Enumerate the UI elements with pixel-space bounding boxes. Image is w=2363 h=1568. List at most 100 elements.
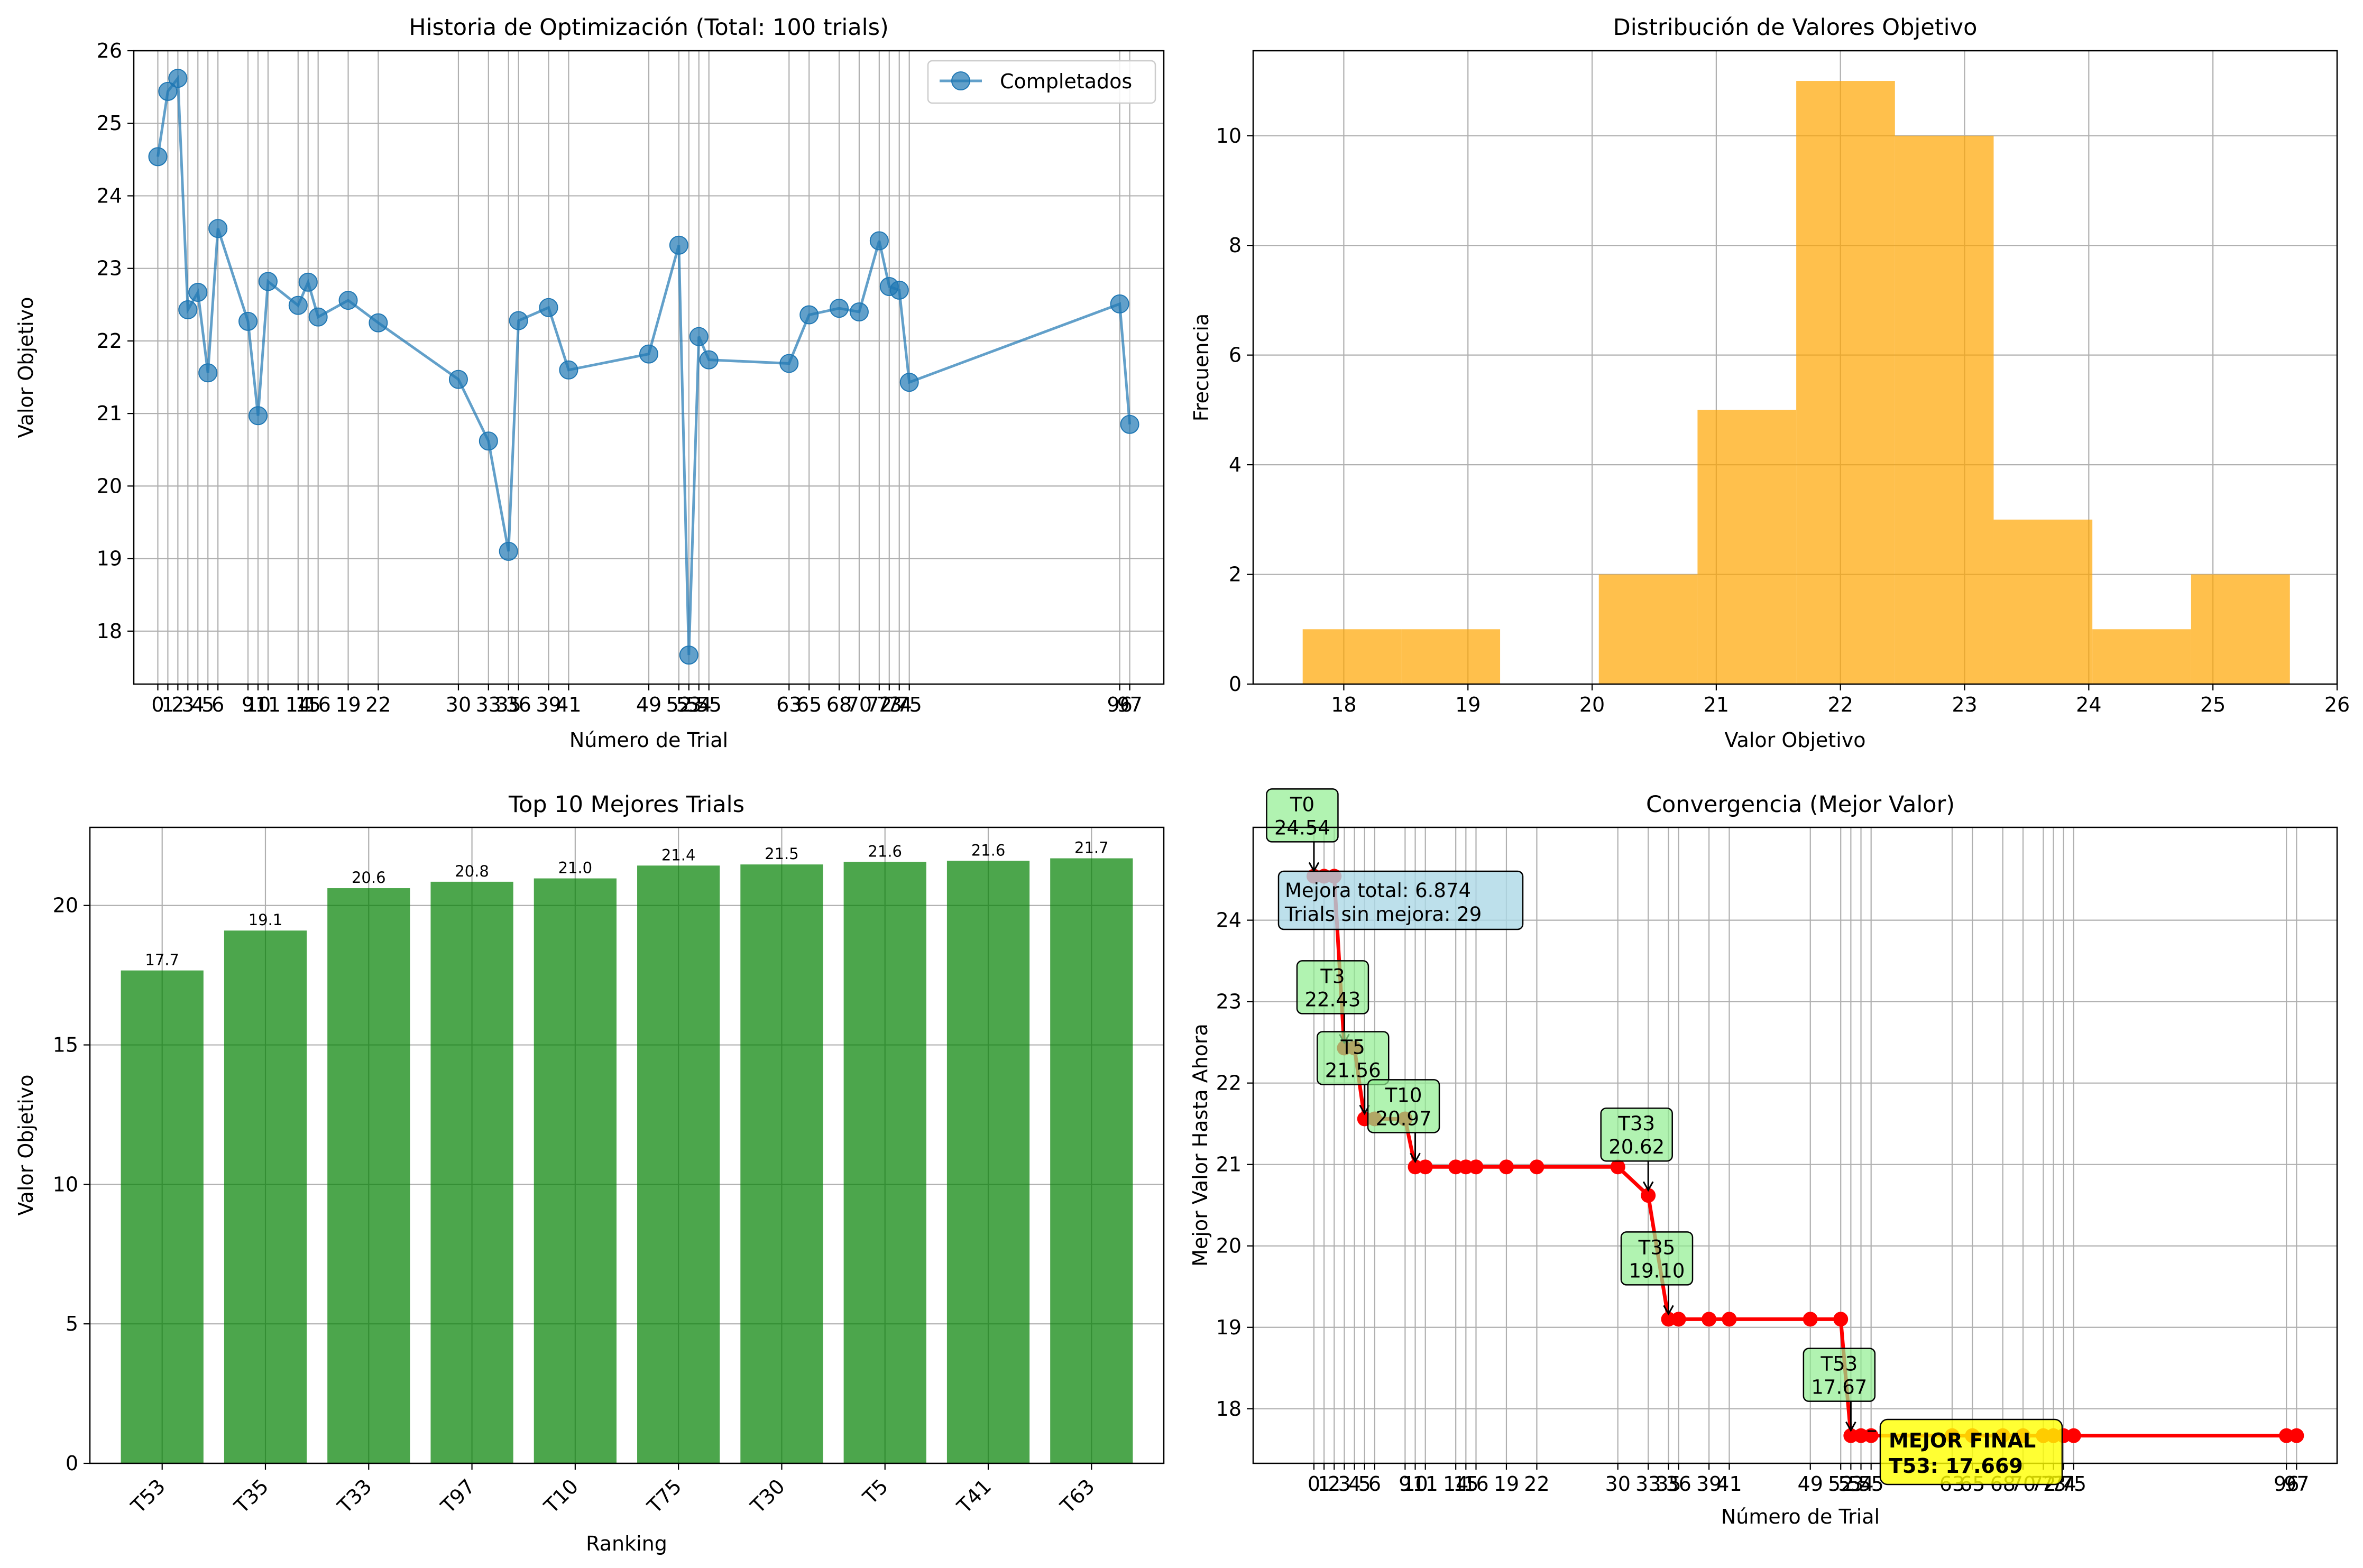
histogram-y-tick-label: 4 (1229, 453, 1242, 476)
history-point (699, 350, 719, 370)
histogram-bars (1302, 81, 2290, 685)
history-x-tick-label: 11 (255, 693, 281, 716)
history-x-tick-label: 74 (887, 693, 912, 716)
history-x-tick-label: 36 (505, 693, 531, 716)
top10-value-label: 21.6 (868, 842, 902, 860)
top10-value-label: 21.4 (661, 846, 696, 864)
history-point (830, 299, 849, 318)
histogram-bar (1302, 629, 1402, 684)
convergence-x-tick-label: 15 (1453, 1472, 1478, 1496)
history-point (208, 219, 228, 238)
history-y-tick-label: 26 (97, 39, 122, 62)
histogram-x-label: Valor Objetivo (1724, 728, 1865, 752)
annotation-box (1600, 1107, 1673, 1162)
histogram-bar (1401, 629, 1501, 684)
history-x-tick-label: 2 (171, 693, 184, 716)
history-x-tick-label: 19 (335, 693, 361, 716)
top10-bar (430, 881, 513, 1463)
convergence-x-tick-label: 52 (1828, 1472, 1853, 1496)
convergence-point (1610, 1159, 1625, 1175)
annotation-arrowhead (1410, 1152, 1421, 1164)
convergence-x-tick-label: 9 (1399, 1472, 1411, 1496)
annotation-box (1367, 1079, 1440, 1133)
annotation-trial-label: T5 (1340, 1036, 1365, 1058)
top10-value-label: 19.1 (249, 911, 283, 929)
convergence-point (1843, 1428, 1859, 1443)
convergence-y-tick-label: 19 (1216, 1316, 1242, 1339)
final-box-title: MEJOR FINAL (1889, 1429, 2036, 1452)
convergence-x-label: Número de Trial (1721, 1505, 1880, 1528)
histogram-bar (2092, 629, 2191, 684)
history-y-label: Valor Objetivo (14, 297, 38, 438)
history-point (198, 363, 218, 383)
convergence-x-tick-label: 14 (1443, 1472, 1468, 1496)
top10-bar (637, 865, 720, 1463)
history-y-tick-label: 18 (97, 620, 122, 643)
history-x-tick-label: 53 (676, 693, 702, 716)
top10-value-label: 21.6 (971, 841, 1006, 859)
histogram-x-ticks: 18 19 20 21 22 23 24 25 26 (1331, 684, 2350, 716)
top10-bar (1050, 858, 1133, 1463)
histogram-x-tick-label: 24 (2076, 693, 2101, 716)
history-x-tick-label: 96 (1107, 693, 1132, 716)
annotation-trial-label: T53 (1820, 1353, 1858, 1376)
history-point (448, 370, 468, 389)
annotation-value-label: 17.67 (1811, 1376, 1867, 1399)
top10-value-label: 21.5 (765, 845, 799, 863)
convergence-x-tick-label: 49 (1798, 1472, 1823, 1496)
convergence-y-tick-label: 22 (1216, 1072, 1242, 1095)
convergence-x-tick-label: 16 (1463, 1472, 1488, 1496)
convergence-x-tick-label: 19 (1494, 1472, 1519, 1496)
top10-bar (740, 864, 823, 1463)
convergence-y-tick-label: 24 (1216, 909, 1242, 932)
convergence-x-tick-label: 2 (1328, 1472, 1340, 1496)
history-point (779, 354, 799, 373)
history-point (238, 311, 258, 331)
history-point (1110, 294, 1129, 313)
history-x-tick-label: 73 (877, 693, 902, 716)
convergence-x-tick-label: 96 (2274, 1472, 2299, 1496)
annotation-arrowhead (1642, 1181, 1654, 1192)
convergence-x-tick-label: 5 (1358, 1472, 1371, 1496)
histogram-bar (1796, 81, 1895, 685)
history-x-tick-label: 35 (496, 693, 521, 716)
history-axes-frame (133, 50, 1165, 685)
convergence-point (1853, 1428, 1869, 1443)
convergence-y-tick-label: 20 (1216, 1234, 1242, 1258)
history-grid (134, 50, 1164, 684)
histogram-x-tick-label: 18 (1331, 693, 1356, 716)
history-y-tick-label: 19 (97, 547, 122, 570)
history-x-label: Número de Trial (569, 728, 728, 752)
info-box-total-improvement: Mejora total: 6.874 (1285, 879, 1471, 902)
history-x-tick-label: 14 (286, 693, 311, 716)
info-box-background (1277, 870, 1524, 930)
annotation-value-label: 20.62 (1608, 1136, 1665, 1158)
history-point (298, 272, 318, 292)
convergence-axes-frame (1252, 826, 2338, 1464)
convergence-x-tick-label: 4 (1348, 1472, 1360, 1496)
history-x-tick-label: 1 (161, 693, 174, 716)
top10-value-labels: 17.7 19.1 20.6 20.8 21.0 21.4 21.5 21.6 21.6 21.7 (145, 839, 1108, 969)
histogram-x-tick-label: 20 (1579, 693, 1605, 716)
convergence-y-tick-label: 23 (1216, 990, 1242, 1013)
histogram-y-tick-label: 8 (1229, 234, 1242, 257)
histogram-x-tick-label: 23 (1952, 693, 1977, 716)
history-point (539, 298, 558, 317)
convergence-point (2289, 1428, 2304, 1443)
histogram-x-tick-label: 26 (2324, 693, 2350, 716)
convergence-x-tick-label: 36 (1666, 1472, 1691, 1496)
history-point (258, 272, 278, 291)
history-x-tick-label: 22 (365, 693, 391, 716)
history-y-tick-label: 20 (97, 474, 122, 497)
annotation-value-label: 19.10 (1629, 1259, 1685, 1282)
annotation-value-label: 21.56 (1325, 1059, 1381, 1082)
